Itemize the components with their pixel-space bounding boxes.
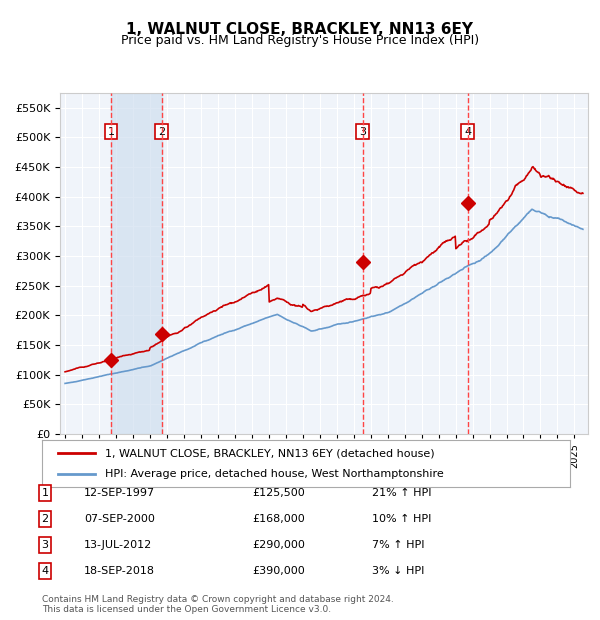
Text: 7% ↑ HPI: 7% ↑ HPI bbox=[372, 540, 425, 550]
Text: 3: 3 bbox=[359, 126, 366, 136]
Text: 4: 4 bbox=[41, 566, 49, 576]
Text: 1: 1 bbox=[41, 488, 49, 498]
Text: £168,000: £168,000 bbox=[252, 514, 305, 524]
Text: £390,000: £390,000 bbox=[252, 566, 305, 576]
Text: 13-JUL-2012: 13-JUL-2012 bbox=[84, 540, 152, 550]
Text: 21% ↑ HPI: 21% ↑ HPI bbox=[372, 488, 431, 498]
Text: 2: 2 bbox=[158, 126, 165, 136]
Text: 10% ↑ HPI: 10% ↑ HPI bbox=[372, 514, 431, 524]
Text: This data is licensed under the Open Government Licence v3.0.: This data is licensed under the Open Gov… bbox=[42, 604, 331, 614]
Text: 3% ↓ HPI: 3% ↓ HPI bbox=[372, 566, 424, 576]
Text: 4: 4 bbox=[464, 126, 471, 136]
Text: 1: 1 bbox=[107, 126, 115, 136]
Text: 3: 3 bbox=[41, 540, 49, 550]
Text: Price paid vs. HM Land Registry's House Price Index (HPI): Price paid vs. HM Land Registry's House … bbox=[121, 34, 479, 47]
Text: £290,000: £290,000 bbox=[252, 540, 305, 550]
Text: 18-SEP-2018: 18-SEP-2018 bbox=[84, 566, 155, 576]
Text: 1, WALNUT CLOSE, BRACKLEY, NN13 6EY: 1, WALNUT CLOSE, BRACKLEY, NN13 6EY bbox=[127, 22, 473, 37]
Text: 07-SEP-2000: 07-SEP-2000 bbox=[84, 514, 155, 524]
Text: HPI: Average price, detached house, West Northamptonshire: HPI: Average price, detached house, West… bbox=[106, 469, 444, 479]
Text: 1, WALNUT CLOSE, BRACKLEY, NN13 6EY (detached house): 1, WALNUT CLOSE, BRACKLEY, NN13 6EY (det… bbox=[106, 448, 435, 458]
Text: £125,500: £125,500 bbox=[252, 488, 305, 498]
Text: 12-SEP-1997: 12-SEP-1997 bbox=[84, 488, 155, 498]
Bar bbox=[111, 93, 161, 434]
Text: Contains HM Land Registry data © Crown copyright and database right 2024.: Contains HM Land Registry data © Crown c… bbox=[42, 595, 394, 604]
Text: 2: 2 bbox=[41, 514, 49, 524]
